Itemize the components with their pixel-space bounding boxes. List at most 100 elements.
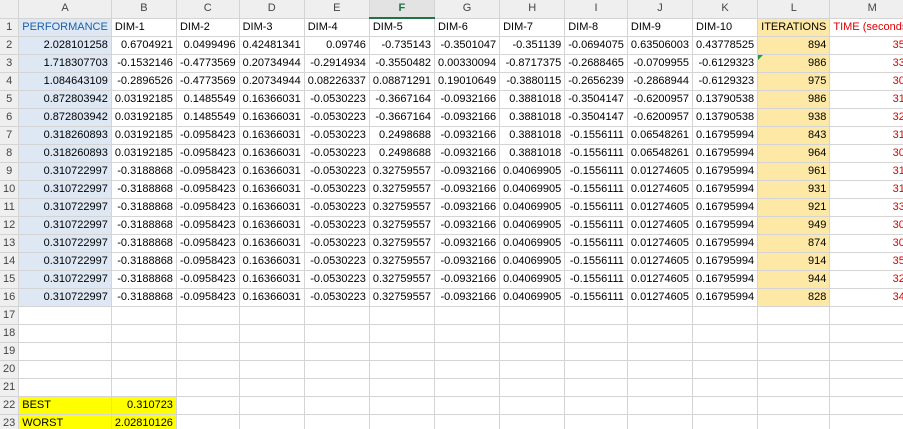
cell[interactable] xyxy=(692,360,759,379)
data-cell[interactable]: 0.13790538 xyxy=(692,108,759,127)
cell[interactable] xyxy=(304,324,370,343)
row-header[interactable]: 3 xyxy=(0,54,20,73)
data-cell[interactable]: 938 xyxy=(757,108,831,127)
cell[interactable] xyxy=(369,360,435,379)
row-header[interactable]: 12 xyxy=(0,216,20,235)
cell[interactable] xyxy=(304,396,370,415)
data-cell[interactable]: 0.01274605 xyxy=(627,198,694,217)
data-cell[interactable]: -0.2896526 xyxy=(111,72,177,91)
data-cell[interactable]: -0.0932166 xyxy=(434,108,501,127)
data-cell[interactable]: -0.3504147 xyxy=(564,108,628,127)
column-header-c[interactable]: C xyxy=(176,0,240,19)
cell[interactable] xyxy=(176,360,240,379)
row-header[interactable]: 21 xyxy=(0,378,20,397)
cell[interactable] xyxy=(564,414,628,429)
data-cell[interactable]: 0.01274605 xyxy=(627,234,694,253)
data-cell[interactable]: 0.310722997 xyxy=(18,162,112,181)
stat-label[interactable]: WORST xyxy=(18,414,112,429)
data-cell[interactable]: -0.3188868 xyxy=(111,270,177,289)
data-cell[interactable]: 0.04069905 xyxy=(499,270,566,289)
data-cell[interactable]: -0.0530223 xyxy=(304,108,370,127)
data-cell[interactable]: 0.310722997 xyxy=(18,252,112,271)
data-cell[interactable]: 0.16795994 xyxy=(692,144,759,163)
data-cell[interactable]: 0.04069905 xyxy=(499,234,566,253)
data-cell[interactable]: -0.0530223 xyxy=(304,90,370,109)
data-cell[interactable]: 0.42481341 xyxy=(239,36,305,55)
data-cell[interactable]: -0.0932166 xyxy=(434,144,501,163)
cell[interactable] xyxy=(111,378,177,397)
cell[interactable] xyxy=(499,306,566,325)
header-cell[interactable]: DIM-7 xyxy=(499,18,566,37)
data-cell[interactable]: 0.310722997 xyxy=(18,216,112,235)
cell[interactable] xyxy=(757,414,831,429)
data-cell[interactable]: -0.3188868 xyxy=(111,162,177,181)
data-cell[interactable]: -0.8717375 xyxy=(499,54,566,73)
row-header[interactable]: 22 xyxy=(0,396,20,415)
data-cell[interactable]: -0.3188868 xyxy=(111,288,177,307)
data-cell[interactable]: 0.2498688 xyxy=(369,126,435,145)
column-header-f[interactable]: F xyxy=(369,0,435,19)
data-cell[interactable]: 308 xyxy=(829,234,903,253)
row-header[interactable]: 15 xyxy=(0,270,20,289)
data-cell[interactable]: -0.0932166 xyxy=(434,216,501,235)
cell[interactable] xyxy=(304,306,370,325)
data-cell[interactable]: 317 xyxy=(829,90,903,109)
data-cell[interactable]: 320 xyxy=(829,270,903,289)
data-cell[interactable]: 0.872803942 xyxy=(18,90,112,109)
data-cell[interactable]: -0.0932166 xyxy=(434,126,501,145)
data-cell[interactable]: 0.2498688 xyxy=(369,144,435,163)
column-header-e[interactable]: E xyxy=(304,0,370,19)
data-cell[interactable]: 0.01274605 xyxy=(627,216,694,235)
data-cell[interactable]: -0.0932166 xyxy=(434,180,501,199)
data-cell[interactable]: 0.310722997 xyxy=(18,288,112,307)
data-cell[interactable]: 0.06548261 xyxy=(627,144,694,163)
cell[interactable] xyxy=(829,306,903,325)
cell[interactable] xyxy=(239,414,305,429)
data-cell[interactable]: 1.718307703 xyxy=(18,54,112,73)
header-cell[interactable]: DIM-8 xyxy=(564,18,628,37)
row-header[interactable]: 13 xyxy=(0,234,20,253)
data-cell[interactable]: 0.310722997 xyxy=(18,180,112,199)
data-cell[interactable]: -0.0958423 xyxy=(176,198,240,217)
cell[interactable] xyxy=(18,360,112,379)
data-cell[interactable]: 0.01274605 xyxy=(627,162,694,181)
header-cell[interactable]: DIM-6 xyxy=(434,18,501,37)
data-cell[interactable]: 0.04069905 xyxy=(499,198,566,217)
cell[interactable] xyxy=(499,342,566,361)
data-cell[interactable]: 0.04069905 xyxy=(499,180,566,199)
data-cell[interactable]: 0.16795994 xyxy=(692,288,759,307)
header-cell[interactable]: PERFORMANCE xyxy=(18,18,112,37)
data-cell[interactable]: 0.310722997 xyxy=(18,270,112,289)
header-cell[interactable]: DIM-10 xyxy=(692,18,759,37)
data-cell[interactable]: -0.0530223 xyxy=(304,252,370,271)
data-cell[interactable]: -0.0530223 xyxy=(304,288,370,307)
select-all-corner[interactable] xyxy=(0,0,20,19)
data-cell[interactable]: 0.16366031 xyxy=(239,108,305,127)
data-cell[interactable]: 309 xyxy=(829,216,903,235)
column-header-k[interactable]: K xyxy=(692,0,759,19)
data-cell[interactable]: -0.3188868 xyxy=(111,198,177,217)
data-cell[interactable]: 0.16366031 xyxy=(239,162,305,181)
data-cell[interactable]: -0.4773569 xyxy=(176,72,240,91)
data-cell[interactable]: 0.16795994 xyxy=(692,162,759,181)
data-cell[interactable]: -0.0932166 xyxy=(434,252,501,271)
data-cell[interactable]: 325 xyxy=(829,108,903,127)
cell[interactable] xyxy=(829,324,903,343)
data-cell[interactable]: 0.16366031 xyxy=(239,252,305,271)
stat-value[interactable]: 2.02810126 xyxy=(111,414,177,429)
data-cell[interactable]: -0.351139 xyxy=(499,36,566,55)
data-cell[interactable]: 874 xyxy=(757,234,831,253)
data-cell[interactable]: 0.32759557 xyxy=(369,216,435,235)
data-cell[interactable]: 961 xyxy=(757,162,831,181)
data-cell[interactable]: -0.1556111 xyxy=(564,234,628,253)
cell[interactable] xyxy=(176,342,240,361)
data-cell[interactable]: 0.01274605 xyxy=(627,288,694,307)
cell[interactable] xyxy=(369,396,435,415)
data-cell[interactable]: -0.1556111 xyxy=(564,252,628,271)
data-cell[interactable]: 949 xyxy=(757,216,831,235)
row-header[interactable]: 11 xyxy=(0,198,20,217)
row-header[interactable]: 16 xyxy=(0,288,20,307)
cell[interactable] xyxy=(434,414,501,429)
data-cell[interactable]: 0.3881018 xyxy=(499,108,566,127)
header-cell[interactable]: DIM-3 xyxy=(239,18,305,37)
